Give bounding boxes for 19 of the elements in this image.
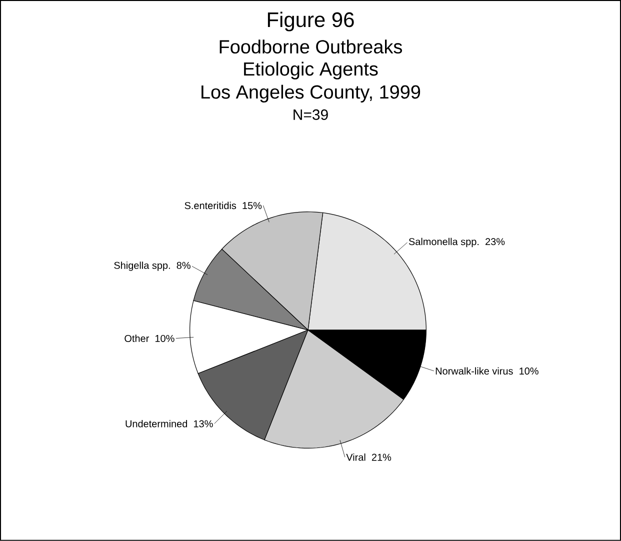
slice-label: Salmonella spp. [408, 238, 479, 248]
slice-label: Undetermined [126, 420, 188, 428]
text: N=39 [294, 109, 328, 120]
chart-subtitle: Foodborne Outbreaks [220, 40, 402, 54]
slice-label: Shigella spp. [114, 262, 170, 271]
data-label: 21% [372, 454, 392, 461]
slice-label: Norwalk-like virus [436, 367, 513, 375]
text: Etiologic Agents [244, 62, 378, 80]
data-label: 10% [520, 368, 538, 375]
text: Los Angeles County, 1999 [202, 84, 420, 103]
data-label: 10% [155, 335, 174, 342]
data-label: 8% [176, 262, 190, 269]
data-label: 23% [486, 238, 505, 246]
data-label: 15% [242, 202, 262, 210]
slice-label: Viral [346, 454, 366, 461]
data-label: 13% [194, 420, 213, 428]
slice-label: S.enteritidis [184, 202, 236, 210]
slice-label: Other [124, 334, 150, 342]
chart-title: Figure 96 [268, 12, 354, 32]
